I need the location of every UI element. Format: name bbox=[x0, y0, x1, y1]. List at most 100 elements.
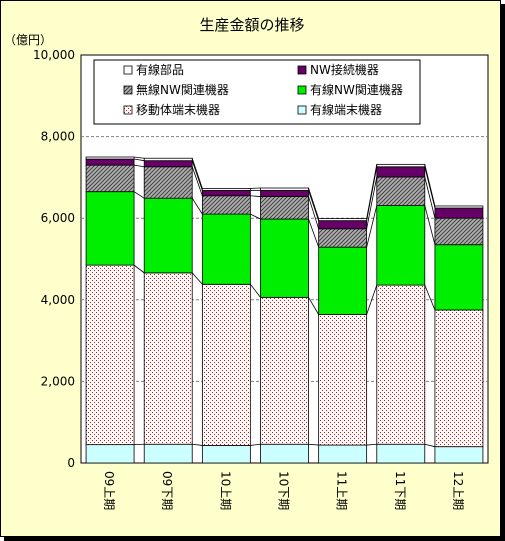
legend-swatch bbox=[123, 65, 133, 75]
bar-segment bbox=[376, 284, 426, 445]
y-axis-label: （億円） bbox=[4, 33, 52, 47]
y-axis-ticks: 0 2,000 4,000 6,000 8,000 10,000 bbox=[33, 48, 75, 470]
bar-segment bbox=[201, 195, 251, 215]
x-tick-label: 10上期 bbox=[218, 471, 232, 510]
y-tick-label: 2,000 bbox=[41, 374, 75, 388]
bar-segment bbox=[201, 188, 251, 191]
x-tick-label: 11下期 bbox=[393, 471, 407, 510]
x-tick-label: 11上期 bbox=[335, 471, 349, 510]
chart-title: 生産金額の推移 bbox=[199, 16, 304, 34]
bar-segment bbox=[85, 158, 135, 166]
series-connector bbox=[424, 164, 436, 207]
bar-segment bbox=[143, 166, 193, 199]
bar-segment bbox=[318, 228, 368, 248]
legend-swatch bbox=[297, 85, 307, 95]
bar-segment bbox=[85, 191, 135, 266]
bar-segment bbox=[201, 213, 251, 285]
series-connector bbox=[424, 166, 436, 209]
bar-segment bbox=[260, 196, 309, 220]
series-connector bbox=[191, 160, 203, 191]
bar-segment bbox=[318, 220, 368, 230]
series-connector bbox=[366, 205, 378, 248]
series-connector bbox=[191, 158, 203, 189]
legend-label: 有線NW関連機器 bbox=[310, 82, 403, 97]
bar-segment bbox=[318, 246, 368, 315]
bar-segment bbox=[376, 205, 426, 286]
series-connector bbox=[308, 190, 320, 221]
bar-segment bbox=[143, 157, 193, 162]
bar-segment bbox=[376, 163, 426, 168]
series-connector bbox=[133, 264, 145, 274]
series-connector bbox=[134, 156, 145, 159]
bar-segment bbox=[260, 190, 309, 197]
series-connector bbox=[424, 284, 436, 311]
bar-segment bbox=[143, 272, 193, 445]
bar-segment bbox=[434, 309, 484, 448]
series-connector bbox=[250, 195, 261, 197]
bar-segment bbox=[260, 218, 309, 298]
bar-segment bbox=[85, 156, 135, 160]
bar-segment bbox=[376, 166, 426, 178]
bar-segment bbox=[318, 218, 368, 222]
bars bbox=[85, 156, 484, 464]
series-connector bbox=[308, 297, 319, 315]
legend-swatch bbox=[123, 105, 133, 115]
series-connector bbox=[424, 176, 436, 219]
legend-label: 無線NW関連機器 bbox=[136, 82, 229, 97]
legend-swatch bbox=[297, 105, 307, 115]
series-connector bbox=[308, 187, 320, 219]
series-connector bbox=[250, 443, 261, 446]
y-tick-label: 0 bbox=[67, 456, 75, 470]
series-connector bbox=[366, 443, 377, 446]
bar-segment bbox=[201, 445, 251, 464]
bar-segment bbox=[434, 217, 484, 246]
bar-segment bbox=[434, 207, 484, 219]
series-connector bbox=[308, 443, 319, 446]
series-connector bbox=[192, 443, 203, 446]
series-connector bbox=[250, 284, 261, 298]
bar-segment bbox=[260, 443, 309, 464]
series-connector bbox=[366, 164, 378, 219]
bar-segment bbox=[85, 264, 135, 446]
x-tick-label: 09上期 bbox=[102, 471, 116, 510]
bar-segment bbox=[143, 443, 193, 464]
series-connector bbox=[134, 164, 145, 168]
series-connector bbox=[366, 284, 378, 315]
y-tick-label: 4,000 bbox=[41, 293, 75, 307]
series-connector bbox=[308, 196, 320, 229]
series-connector bbox=[366, 176, 378, 229]
legend bbox=[93, 59, 421, 125]
series-connector bbox=[134, 158, 145, 162]
legend-label: 有線部品 bbox=[136, 62, 184, 77]
series-connector bbox=[191, 272, 203, 285]
x-tick-label: 09下期 bbox=[160, 471, 174, 510]
y-tick-label: 6,000 bbox=[41, 211, 75, 225]
legend-label: NW接続機器 bbox=[310, 62, 379, 77]
bar-segment bbox=[143, 197, 193, 274]
series-connector bbox=[308, 218, 320, 248]
series-connector bbox=[191, 197, 203, 215]
bar-segment bbox=[318, 444, 368, 464]
bar-segment bbox=[434, 244, 484, 311]
bar-segment bbox=[376, 443, 426, 464]
series-connector bbox=[191, 166, 203, 196]
bar-segment bbox=[318, 314, 368, 446]
bar-segment bbox=[376, 176, 426, 206]
x-axis-labels: 09上期 09下期 10上期 10下期 11上期 11下期 12上期 bbox=[102, 471, 465, 510]
series-connector bbox=[133, 191, 145, 199]
bar-segment bbox=[434, 205, 484, 209]
legend-label: 移動体端末機器 bbox=[136, 102, 220, 117]
legend-swatch bbox=[297, 65, 307, 75]
bar-segment bbox=[260, 187, 309, 191]
legend-swatch bbox=[123, 85, 133, 95]
series-lines bbox=[133, 156, 436, 448]
y-tick-label: 10,000 bbox=[33, 48, 75, 62]
legend-label: 有線端末機器 bbox=[310, 102, 382, 117]
x-tick-label: 10下期 bbox=[277, 471, 291, 510]
y-tick-label: 8,000 bbox=[41, 130, 75, 144]
bar-segment bbox=[260, 296, 309, 445]
bar-segment bbox=[85, 164, 135, 193]
x-tick-label: 12上期 bbox=[451, 471, 465, 510]
bar-segment bbox=[143, 160, 193, 168]
